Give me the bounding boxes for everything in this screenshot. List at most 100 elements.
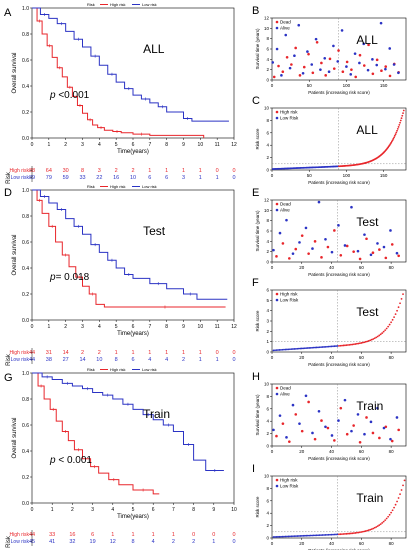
risk-count: 1 <box>212 539 215 545</box>
alive-point <box>363 233 366 236</box>
legend-high-label: High risk <box>280 478 298 483</box>
x-tick-label: 0 <box>271 541 274 546</box>
riskscore-panel-I: 0 2 4 6 8 10 0 20 40 60 80 Patients (increasing ris… <box>255 474 407 550</box>
risk-score-point <box>338 344 340 347</box>
km-curve-high <box>32 372 160 495</box>
alive-point <box>288 66 292 70</box>
risk-score-point <box>357 531 360 534</box>
risk-count: 1 <box>199 350 202 356</box>
dead-point <box>367 43 370 47</box>
risk-score-point <box>366 529 369 532</box>
risk-score-point <box>318 534 321 537</box>
y-tick-label: 0.4 <box>22 84 29 90</box>
y-tick-label: 4 <box>266 511 269 516</box>
alive-point <box>389 437 392 441</box>
alive-point <box>349 73 353 76</box>
scatter-panel-H: 0 2 4 6 8 10 0 20 40 60 80 Patients (increasing ris… <box>255 382 407 461</box>
risk-score-point <box>327 533 330 536</box>
risk-score-point <box>387 515 390 518</box>
risk-count: 30 <box>63 168 69 174</box>
dead-point <box>294 46 297 50</box>
risk-count: 1 <box>131 350 134 356</box>
y-tick-label: 6 <box>266 288 269 293</box>
alive-point <box>272 428 275 432</box>
dead-point <box>354 75 358 79</box>
risk-count: 10 <box>130 175 136 181</box>
risk-score-point <box>379 333 382 336</box>
alive-point <box>337 224 340 227</box>
risk-score-point <box>396 129 398 132</box>
risk-score-point <box>396 500 398 503</box>
y-tick-label: 0 <box>266 350 269 355</box>
alive-point <box>291 403 295 407</box>
risk-count: 12 <box>110 539 116 545</box>
risk-score-point <box>341 344 343 347</box>
alive-point <box>397 71 400 75</box>
y-tick-label: 0.8 <box>22 32 29 38</box>
y-tick-label: 0.8 <box>22 397 29 403</box>
plot-frame <box>271 475 407 539</box>
dead-point <box>300 429 304 433</box>
x-tick-label: 4 <box>98 142 101 148</box>
risk-count: 1 <box>216 175 219 181</box>
alive-point <box>356 413 360 416</box>
panel-letter-G: G <box>4 372 13 384</box>
scatter-panel-B: 0 2 4 6 8 10 12 0 50 100 150 Patients (increasing r… <box>255 16 407 95</box>
risk-count: 1 <box>131 532 134 538</box>
legend-high-swatch <box>275 110 279 114</box>
alive-point <box>392 63 396 66</box>
y-tick-label: 6 <box>266 229 269 234</box>
dead-point <box>307 252 310 256</box>
y-axis-label: Risk score <box>255 128 260 150</box>
risk-score-point <box>318 346 321 349</box>
legend-high-label: High risk <box>110 367 126 372</box>
risk-count: 2 <box>98 350 101 356</box>
risk-score-point <box>297 347 300 350</box>
legend-alive-swatch <box>275 26 279 30</box>
legend-high-label: High risk <box>280 292 298 297</box>
risk-score-point <box>280 535 282 538</box>
panel-letter-H: H <box>252 371 260 383</box>
dead-point <box>320 419 323 422</box>
risk-score-point <box>315 346 318 349</box>
dead-point <box>311 71 315 75</box>
y-tick-label: 2 <box>266 329 269 334</box>
risk-score-point <box>300 347 303 350</box>
y-tick-label: 8 <box>266 118 269 123</box>
risk-score-point <box>329 345 331 348</box>
risk-count: 8 <box>115 357 118 363</box>
risk-score-point <box>277 349 279 351</box>
y-tick-label: 2 <box>266 249 269 254</box>
risk-row-name: High risk <box>10 532 30 538</box>
cohort-label: Train <box>356 491 383 505</box>
risk-score-point <box>375 526 378 528</box>
dead-point <box>345 432 349 436</box>
risk-score-point <box>400 297 403 300</box>
dead-point <box>365 416 368 419</box>
y-tick-label: 10 <box>264 208 270 213</box>
risk-score-point <box>300 534 303 537</box>
y-axis-label: Overall survival <box>12 234 18 275</box>
dead-point <box>324 74 327 77</box>
risk-count: 79 <box>46 175 52 181</box>
risk-score-point <box>290 535 293 538</box>
plot-frame <box>271 17 407 81</box>
dead-point <box>281 422 285 425</box>
alive-point <box>301 71 305 75</box>
p-text: < 0.001 <box>56 455 93 466</box>
risk-count: 27 <box>63 357 69 363</box>
risk-score-point <box>394 313 397 315</box>
km-curve-high <box>32 189 226 308</box>
y-tick-label: 1.0 <box>22 371 29 377</box>
risk-score-point <box>308 347 311 349</box>
risk-score-point <box>382 520 385 523</box>
risk-score-point <box>294 347 297 350</box>
x-axis-label: Patients (increasing risk score) <box>308 548 370 550</box>
risk-score-point <box>324 534 327 536</box>
risk-score-point <box>341 533 343 536</box>
risk-score-point <box>336 345 339 347</box>
risk-score-point <box>354 343 357 345</box>
x-tick-label: 0 <box>271 265 274 270</box>
p-text: = 0.018 <box>56 272 90 283</box>
